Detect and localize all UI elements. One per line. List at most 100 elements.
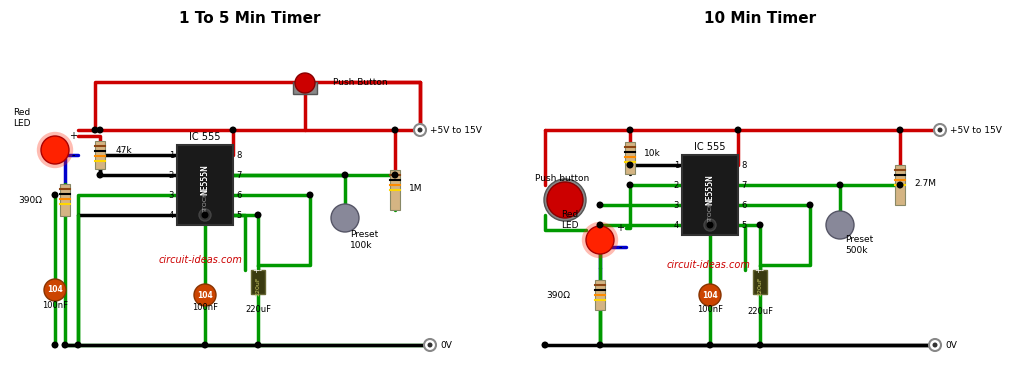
Text: STOCHN: STOCHN [203, 187, 208, 213]
Circle shape [37, 132, 73, 168]
Text: 220uF: 220uF [758, 276, 763, 296]
Text: NE555N: NE555N [706, 175, 715, 205]
Text: -: - [259, 266, 262, 275]
Text: circuit-ideas.com: circuit-ideas.com [666, 260, 750, 270]
Circle shape [544, 179, 586, 221]
Bar [293, 82, 317, 94]
Text: 6: 6 [741, 201, 746, 209]
Text: 47k: 47k [116, 145, 133, 155]
Circle shape [734, 127, 741, 134]
Text: +: + [616, 223, 624, 233]
Bar [95, 141, 105, 169]
Circle shape [255, 342, 261, 349]
Circle shape [96, 127, 103, 134]
Text: 104: 104 [198, 290, 213, 299]
Text: 220uF: 220uF [746, 307, 773, 316]
Text: -: - [618, 242, 622, 252]
Circle shape [341, 172, 348, 178]
Text: 3: 3 [169, 191, 174, 199]
Circle shape [707, 222, 714, 229]
Circle shape [427, 343, 432, 347]
Circle shape [934, 124, 946, 136]
Text: NE555N: NE555N [706, 175, 715, 205]
Circle shape [705, 219, 716, 231]
Text: -: - [72, 150, 75, 160]
Text: 4: 4 [169, 211, 174, 219]
Circle shape [542, 342, 549, 349]
Text: 390Ω: 390Ω [546, 290, 570, 299]
Circle shape [597, 342, 603, 349]
Text: -: - [761, 266, 764, 275]
Circle shape [586, 226, 614, 254]
Circle shape [202, 342, 209, 349]
Text: 10 Min Timer: 10 Min Timer [703, 10, 816, 26]
Text: 7: 7 [741, 181, 746, 189]
Circle shape [929, 339, 941, 351]
Text: +5V to 15V: +5V to 15V [950, 125, 1001, 135]
Text: Push button: Push button [535, 174, 589, 182]
Circle shape [96, 172, 103, 178]
Text: Preset
100k: Preset 100k [350, 230, 378, 250]
Bar [682, 155, 738, 235]
Circle shape [331, 204, 359, 232]
Circle shape [757, 342, 764, 349]
Text: 3: 3 [674, 201, 679, 209]
Text: 0V: 0V [440, 340, 452, 350]
Text: Push Button: Push Button [333, 77, 388, 87]
Circle shape [627, 182, 634, 188]
Circle shape [418, 128, 423, 132]
Circle shape [896, 127, 903, 134]
Text: NE555N: NE555N [201, 165, 210, 195]
Circle shape [757, 222, 764, 229]
Bar [595, 280, 605, 310]
Text: IC 555: IC 555 [189, 132, 221, 142]
Bar [753, 270, 767, 294]
Circle shape [826, 211, 854, 239]
Text: 100nF: 100nF [193, 303, 218, 313]
Text: 7: 7 [236, 171, 242, 179]
Circle shape [933, 343, 938, 347]
Text: NE555N: NE555N [201, 165, 210, 195]
Circle shape [229, 127, 237, 134]
Bar [390, 170, 400, 210]
Circle shape [51, 192, 58, 198]
Text: 8: 8 [741, 161, 746, 169]
Circle shape [896, 182, 903, 188]
Text: STOCHN: STOCHN [708, 197, 713, 223]
Text: +: + [252, 266, 259, 275]
Text: 8: 8 [236, 151, 242, 159]
Text: 100nF: 100nF [42, 300, 68, 309]
Text: 2.7M: 2.7M [914, 178, 936, 188]
Circle shape [255, 212, 261, 219]
Circle shape [582, 222, 618, 258]
Circle shape [627, 161, 634, 168]
Circle shape [306, 192, 313, 198]
Circle shape [424, 339, 436, 351]
Circle shape [699, 284, 721, 306]
Text: 6: 6 [236, 191, 242, 199]
Text: 0V: 0V [945, 340, 956, 350]
Circle shape [597, 202, 603, 209]
Circle shape [75, 342, 82, 349]
Text: Preset
500k: Preset 500k [845, 235, 873, 255]
Text: 1M: 1M [409, 184, 423, 192]
Circle shape [199, 209, 211, 221]
Text: 100nF: 100nF [697, 306, 723, 314]
Circle shape [597, 222, 603, 229]
Text: Red
LED: Red LED [561, 210, 579, 230]
Circle shape [547, 182, 583, 218]
Bar [895, 165, 905, 205]
Text: IC 555: IC 555 [694, 142, 726, 152]
Bar [177, 145, 233, 225]
Text: 104: 104 [702, 290, 718, 299]
Bar [251, 270, 265, 294]
Text: 220uF: 220uF [256, 276, 260, 296]
Text: Red
LED: Red LED [13, 108, 31, 128]
Circle shape [61, 342, 69, 349]
Circle shape [295, 73, 315, 93]
Circle shape [44, 279, 66, 301]
Text: 104: 104 [47, 286, 62, 295]
Text: circuit-ideas.com: circuit-ideas.com [158, 255, 242, 265]
Text: +: + [754, 266, 761, 275]
Text: 1: 1 [169, 151, 174, 159]
